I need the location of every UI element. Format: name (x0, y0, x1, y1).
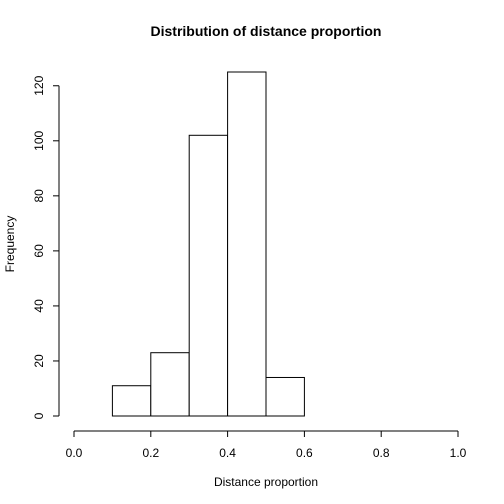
x-tick-label: 0.6 (296, 446, 313, 460)
histogram-bar (265, 376, 305, 417)
y-axis: 0 20 40 60 80 100 120 (32, 75, 60, 419)
y-tick-label: 80 (32, 189, 46, 203)
x-tick-label: 0.0 (66, 446, 83, 460)
y-axis-label: Frequency (3, 216, 17, 273)
y-tick-label: 40 (32, 299, 46, 313)
histogram-bar (150, 352, 190, 417)
x-tick-label: 0.2 (142, 446, 159, 460)
y-tick-label: 20 (32, 354, 46, 368)
histogram-bar (111, 385, 152, 417)
y-tick-label: 100 (32, 130, 46, 150)
x-axis-label: Distance proportion (214, 475, 318, 489)
y-tick-label: 60 (32, 244, 46, 258)
x-tick-label: 1.0 (450, 446, 467, 460)
chart-title: Distribution of distance proportion (151, 23, 382, 39)
histogram-bar (227, 71, 267, 417)
y-tick-label: 0 (32, 412, 46, 419)
y-tick-label: 120 (32, 75, 46, 95)
bars-group (111, 71, 305, 417)
x-axis: 0.0 0.2 0.4 0.6 0.8 1.0 (66, 430, 467, 460)
x-tick-label: 0.4 (219, 446, 236, 460)
x-tick-label: 0.8 (373, 446, 390, 460)
histogram-bar (188, 134, 229, 417)
